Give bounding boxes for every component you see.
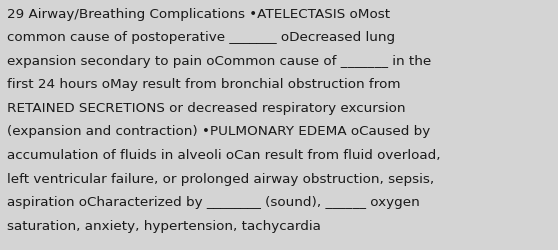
Text: 29 Airway/Breathing Complications •ATELECTASIS oMost: 29 Airway/Breathing Complications •ATELE… xyxy=(7,8,390,20)
Text: aspiration oCharacterized by ________ (sound), ______ oxygen: aspiration oCharacterized by ________ (s… xyxy=(7,196,420,208)
Text: left ventricular failure, or prolonged airway obstruction, sepsis,: left ventricular failure, or prolonged a… xyxy=(7,172,434,185)
Text: RETAINED SECRETIONS or decreased respiratory excursion: RETAINED SECRETIONS or decreased respira… xyxy=(7,102,405,114)
Text: common cause of postoperative _______ oDecreased lung: common cause of postoperative _______ oD… xyxy=(7,31,395,44)
Text: saturation, anxiety, hypertension, tachycardia: saturation, anxiety, hypertension, tachy… xyxy=(7,219,320,232)
Text: accumulation of fluids in alveoli oCan result from fluid overload,: accumulation of fluids in alveoli oCan r… xyxy=(7,148,440,162)
Text: (expansion and contraction) •PULMONARY EDEMA oCaused by: (expansion and contraction) •PULMONARY E… xyxy=(7,125,430,138)
Text: expansion secondary to pain oCommon cause of _______ in the: expansion secondary to pain oCommon caus… xyxy=(7,54,431,68)
Text: first 24 hours oMay result from bronchial obstruction from: first 24 hours oMay result from bronchia… xyxy=(7,78,400,91)
